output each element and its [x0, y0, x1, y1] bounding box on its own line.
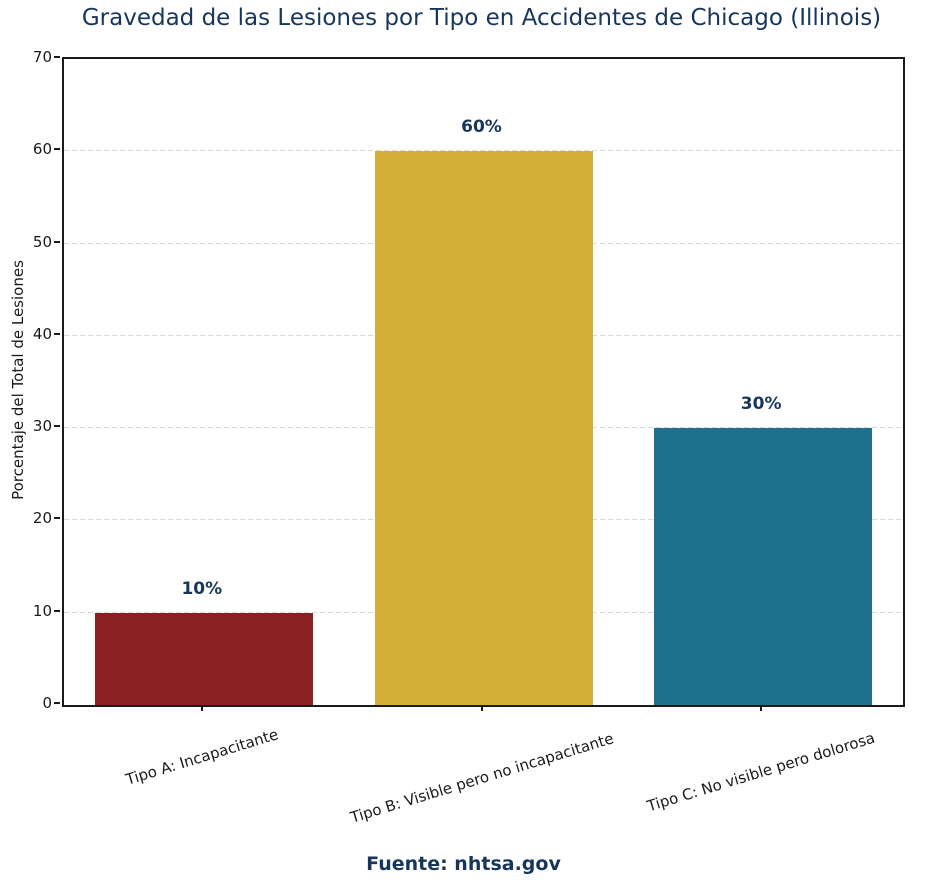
y-tick-mark	[54, 609, 60, 612]
x-tick-label: Tipo B: Visible pero no incapacitante	[347, 729, 616, 827]
bar-value-label: 30%	[740, 394, 782, 415]
x-tick-label: Tipo A: Incapacitante	[123, 725, 281, 789]
y-tick-mark	[54, 56, 60, 58]
bar-2	[374, 151, 593, 705]
y-tick-label: 70	[32, 48, 52, 66]
x-tick-mark	[200, 705, 203, 711]
y-tick-mark	[54, 702, 60, 704]
y-tick-label: 10	[32, 601, 52, 620]
source-note: Fuente: nhtsa.gov	[366, 853, 561, 875]
bar-1	[94, 612, 313, 705]
bar-value-label: 10%	[181, 578, 223, 599]
y-tick-label: 20	[32, 509, 52, 528]
y-axis-label: Porcentaje del Total de Lesiones	[9, 260, 27, 500]
y-tick-mark	[54, 517, 60, 520]
bar-value-label: 60%	[461, 117, 502, 138]
y-tick-label: 50	[32, 232, 52, 251]
x-tick-mark	[760, 705, 763, 711]
gridline	[64, 150, 903, 152]
y-tick-label: 30	[32, 417, 52, 436]
y-tick-mark	[54, 148, 60, 151]
chart-title: Gravedad de las Lesiones por Tipo en Acc…	[81, 5, 882, 31]
y-tick-label: 60	[32, 140, 52, 159]
x-tick-label: Tipo C: No visible pero dolorosa	[645, 728, 878, 816]
y-tick-label: 0	[42, 694, 52, 712]
x-tick-mark	[480, 705, 483, 711]
y-tick-mark	[54, 332, 60, 335]
y-tick-mark	[54, 240, 60, 243]
y-tick-mark	[54, 425, 60, 428]
bar-3	[654, 428, 873, 705]
y-tick-label: 40	[32, 324, 52, 343]
plot-area	[62, 57, 905, 707]
